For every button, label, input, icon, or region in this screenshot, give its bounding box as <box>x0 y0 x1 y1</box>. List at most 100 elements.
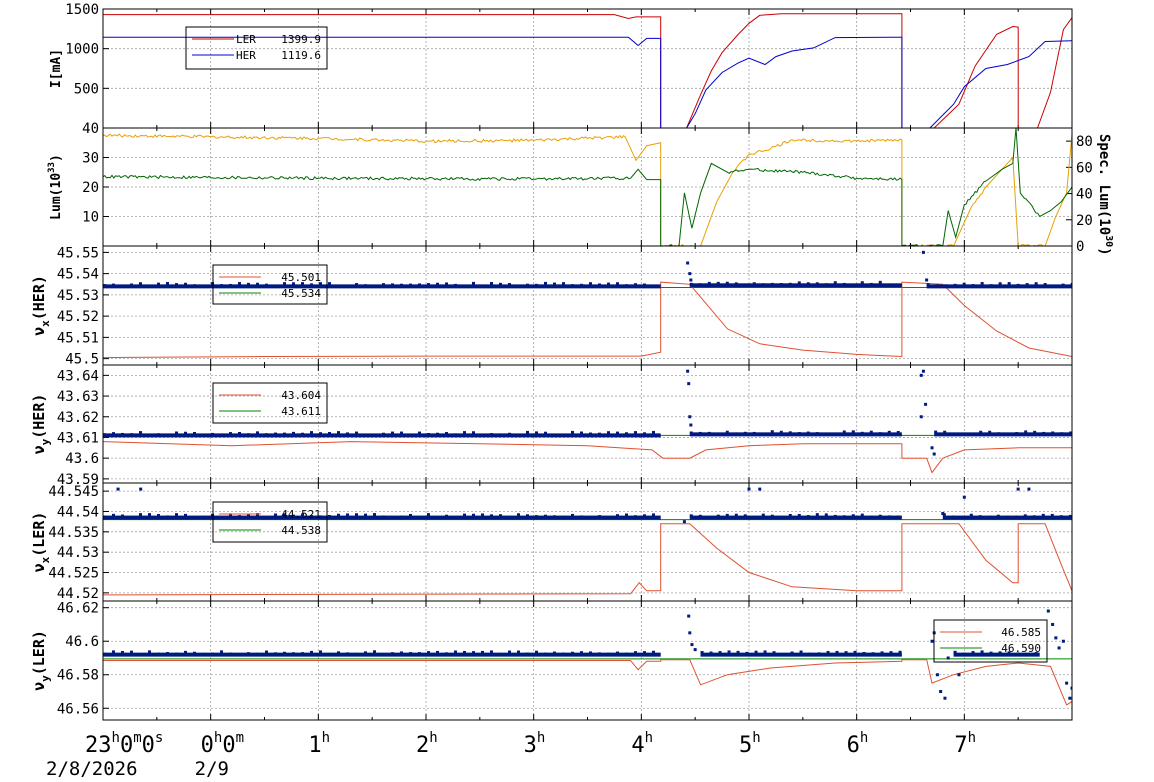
measured-point <box>526 652 529 656</box>
y-tick-label: 43.6 <box>65 451 99 467</box>
y-tick-label: 45.51 <box>57 330 99 346</box>
series-line-set <box>103 659 1072 706</box>
legend: LER 1399.9 HER 1119.6 <box>185 26 328 70</box>
measured-point <box>1006 432 1010 436</box>
measured-point <box>970 432 974 436</box>
measured-point <box>364 284 367 288</box>
measured-point <box>687 614 691 618</box>
y-axis-label: νx(HER) <box>30 275 52 336</box>
measured-point <box>418 652 421 656</box>
measured-point <box>157 514 160 518</box>
plot-area <box>103 369 1072 474</box>
measured-point <box>553 651 556 655</box>
measured-point <box>364 651 367 655</box>
measured-point <box>842 282 846 286</box>
panel-frame <box>102 600 1073 721</box>
measured-point <box>998 651 1002 655</box>
measured-point <box>758 487 762 491</box>
measured-point <box>607 431 610 435</box>
measured-point <box>490 650 493 654</box>
measured-point <box>689 514 693 518</box>
measured-point <box>718 651 722 655</box>
measured-point <box>355 283 358 287</box>
panel-nux-ler: 44.52 44.525 44.53 44.535 44.54 44.545 νx(LER)… <box>30 482 1073 602</box>
y-tick-label: 46.62 <box>57 601 99 617</box>
measured-point <box>652 430 655 434</box>
measured-point <box>1057 646 1061 650</box>
measured-point <box>121 432 124 436</box>
measured-band <box>103 515 661 520</box>
series-line-lum <box>103 133 1072 246</box>
measured-point <box>490 514 493 518</box>
x-tick-label: 0h0m <box>201 730 244 758</box>
measured-point <box>962 282 966 286</box>
measured-point <box>989 651 993 655</box>
measured-point <box>682 520 686 524</box>
measured-point <box>481 433 484 437</box>
legend-value: 45.534 <box>281 287 321 300</box>
measured-point <box>229 652 232 656</box>
measured-point <box>553 282 556 286</box>
measured-point <box>328 282 331 286</box>
measured-point <box>391 652 394 656</box>
measured-point <box>463 513 466 517</box>
measured-point <box>616 651 619 655</box>
measured-point <box>472 431 475 435</box>
measured-point <box>247 433 250 437</box>
measured-point <box>166 652 169 656</box>
measured-point <box>310 283 313 287</box>
measured-point <box>148 650 151 654</box>
measured-point <box>526 430 529 434</box>
x-tick-label: 5h <box>739 730 761 758</box>
measured-point <box>833 432 837 436</box>
measured-point <box>373 284 376 288</box>
measured-point <box>998 282 1002 286</box>
measured-point <box>1042 431 1046 435</box>
series-line-set <box>103 523 1072 596</box>
series-line-set <box>103 441 1072 474</box>
measured-point <box>957 673 961 677</box>
measured-point <box>121 284 124 288</box>
measured-point <box>1015 432 1019 436</box>
legend-value: 44.521 <box>281 508 321 521</box>
measured-point <box>283 432 286 436</box>
measured-point <box>184 431 187 435</box>
measured-point <box>1070 686 1072 690</box>
measured-point <box>754 650 758 654</box>
measured-point <box>869 282 873 286</box>
measured-point <box>508 432 511 436</box>
y-tick-label: 43.61 <box>57 430 99 446</box>
measured-point <box>939 690 943 694</box>
measured-point <box>980 282 984 286</box>
x-axis: 23h0m0s 0h0m 1h 2h 3h 4h 5h 6h 7h 2/8/2026 2/9 <box>46 730 976 780</box>
measured-point <box>229 432 232 436</box>
measured-point <box>481 513 484 517</box>
measured-point <box>779 430 783 434</box>
legend: 43.604 43.611 <box>212 382 328 424</box>
measured-point <box>337 513 340 517</box>
measured-point <box>463 650 466 654</box>
panel-current: 500 1000 1500 I[mA] LER 1399.9 HER 1119.6 <box>49 2 1073 129</box>
measured-point <box>997 432 1001 436</box>
measured-point <box>472 651 475 655</box>
measured-point <box>499 514 502 518</box>
measured-point <box>988 430 992 434</box>
measured-point <box>1070 282 1072 286</box>
legend-value: 46.590 <box>1001 642 1041 655</box>
measured-point <box>969 513 973 517</box>
measured-point <box>319 650 322 654</box>
measured-point <box>1034 282 1038 286</box>
measured-point <box>130 650 133 654</box>
measured-point <box>788 282 792 286</box>
panel-luminosity: 10 20 30 40 0 20 40 60 80 Spec. Lum(1030) Lum(1033… <box>47 121 1114 256</box>
measured-point <box>1033 430 1037 434</box>
measured-point <box>220 515 223 519</box>
measured-band <box>103 433 661 438</box>
measured-point <box>202 652 205 656</box>
measured-point <box>265 650 268 654</box>
measured-point <box>745 651 749 655</box>
measured-point <box>571 651 574 655</box>
series-line-set <box>103 281 1072 359</box>
measured-point <box>283 282 286 286</box>
